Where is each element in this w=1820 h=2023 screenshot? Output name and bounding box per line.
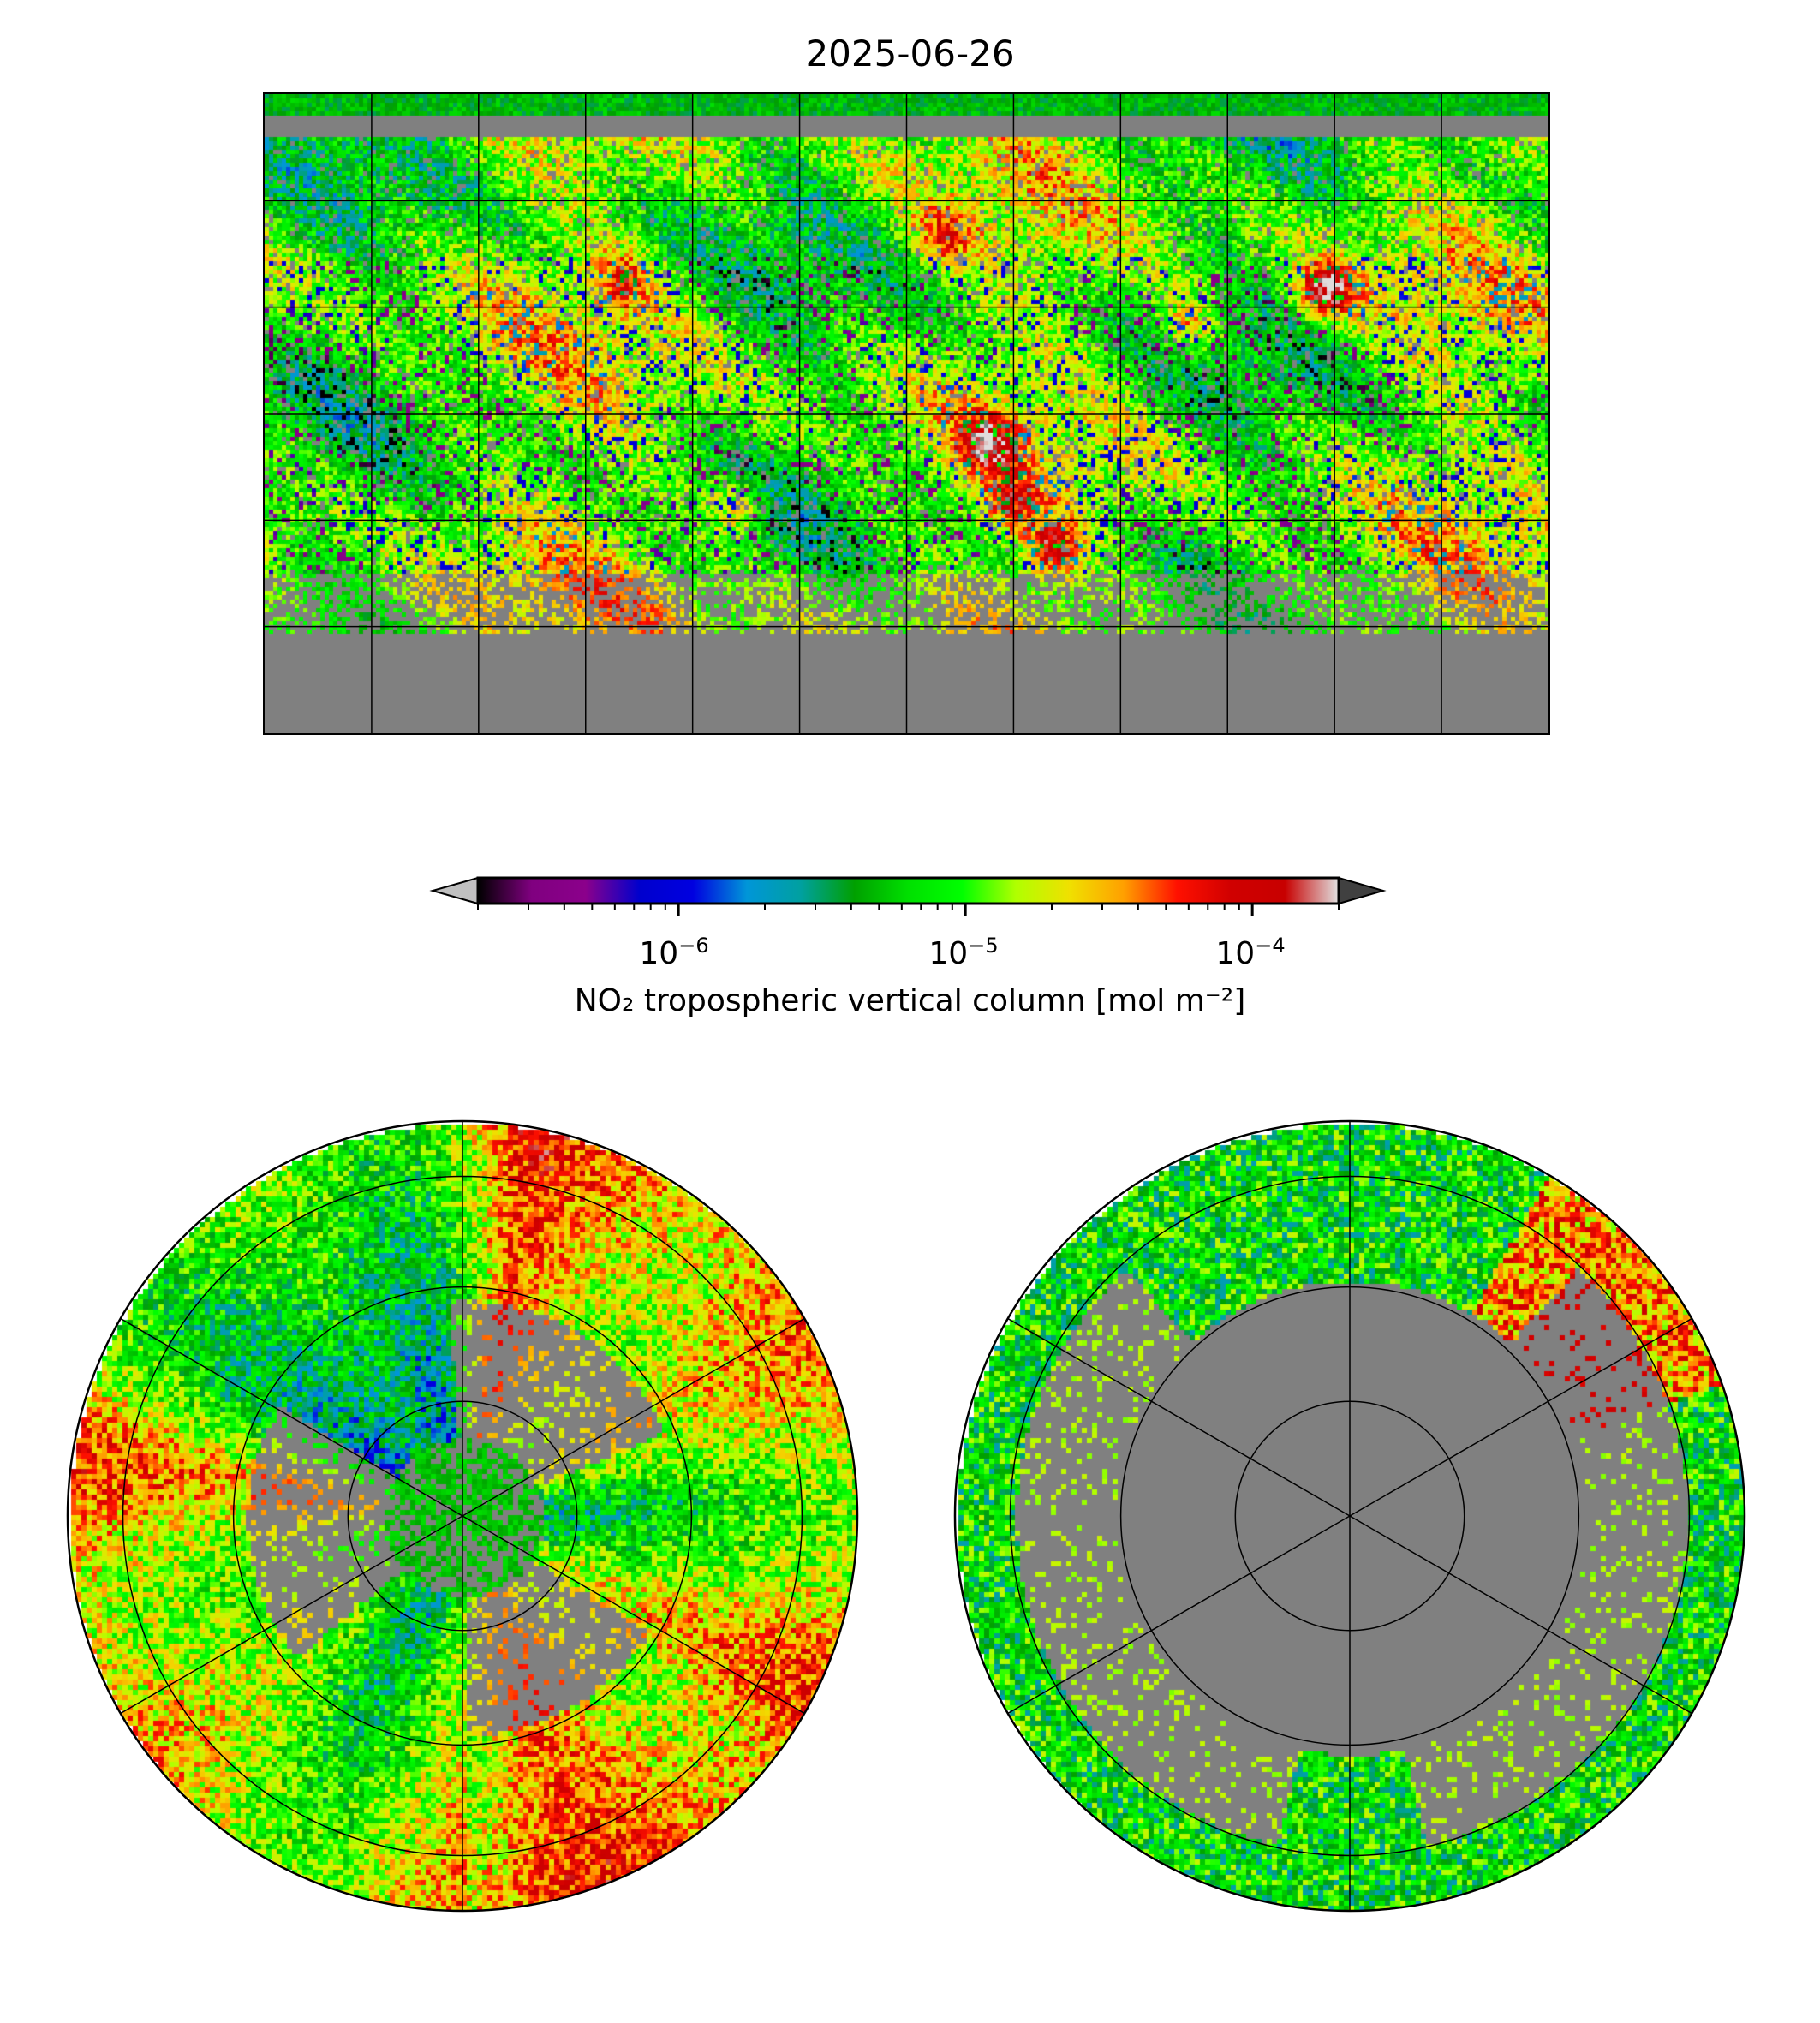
colorbar-label: NO₂ tropospheric vertical column [mol m⁻… [574, 983, 1246, 1018]
global-map [263, 92, 1550, 735]
colorbar-under-extend [429, 876, 479, 905]
map-boundary [953, 1119, 1746, 1913]
south-gridlines [953, 1119, 1746, 1913]
colorbar-body [476, 876, 1340, 905]
global-gridlines [265, 94, 1548, 733]
south-polar-map [953, 1119, 1746, 1913]
figure-title: 2025-06-26 [805, 33, 1015, 75]
map-boundary [66, 1119, 859, 1913]
colorbar-tick-label: 10−6 [639, 934, 709, 971]
colorbar-over-extend [1338, 876, 1387, 905]
colorbar [429, 876, 1387, 916]
colorbar-ticks [477, 904, 1340, 916]
colorbar-tick-label: 10−5 [928, 934, 999, 971]
north-polar-map [66, 1119, 859, 1913]
north-gridlines [66, 1119, 859, 1913]
meridian-line [1007, 1317, 1692, 1715]
colorbar-tick-label: 10−4 [1215, 934, 1286, 971]
meridian-line [120, 1317, 805, 1715]
